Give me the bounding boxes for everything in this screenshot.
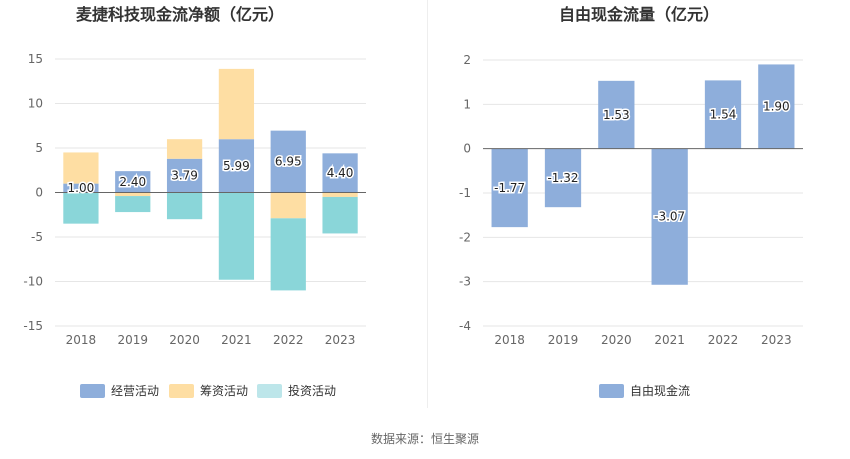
- y-tick-label: -3: [459, 275, 471, 289]
- legend-label: 筹资活动: [200, 384, 248, 398]
- y-tick-label: 2: [463, 53, 471, 67]
- x-tick-label: 2019: [117, 333, 148, 347]
- bar-segment: [115, 196, 151, 213]
- data-source-note: 数据来源：恒生聚源: [370, 432, 479, 446]
- bar-segment: [270, 218, 306, 291]
- x-tick-label: 2021: [221, 333, 252, 347]
- legend-label: 投资活动: [288, 383, 336, 398]
- legend-swatch: [257, 384, 282, 398]
- x-tick-label: 2020: [601, 333, 632, 347]
- bar-segment: [218, 68, 255, 140]
- y-tick-label: -4: [459, 319, 471, 333]
- y-tick-label: 1: [463, 97, 471, 111]
- y-tick-label: -15: [23, 319, 43, 333]
- bar-segment: [270, 192, 306, 219]
- chart-title: 自由现金流量（亿元）: [559, 5, 719, 24]
- x-tick-label: 2022: [273, 333, 304, 347]
- bar-segment: [651, 148, 688, 285]
- legend-swatch: [169, 384, 194, 398]
- data-label: 2.40: [119, 175, 146, 189]
- bar-segment: [115, 192, 151, 197]
- y-tick-label: -10: [23, 275, 43, 289]
- bar-segment: [218, 139, 255, 193]
- bar-segment: [322, 153, 358, 193]
- cash-flow-net-chart: 麦捷科技现金流净额（亿元） 15 10 5 0 -5 -10 -15 2018 2019 2020 2…: [23, 5, 366, 398]
- bar-segment: [218, 192, 255, 280]
- x-tick-label: 2023: [761, 333, 792, 347]
- chart-title: 麦捷科技现金流净额（亿元）: [76, 5, 284, 24]
- data-label: 1.90: [763, 100, 790, 114]
- x-tick-label: 2022: [708, 333, 739, 347]
- data-label: 6.95: [275, 155, 302, 169]
- bar-segment: [491, 148, 528, 228]
- legend-swatch: [599, 384, 624, 398]
- bar-segment: [758, 64, 795, 149]
- y-tick-label: -2: [459, 230, 471, 244]
- x-tick-label: 2018: [66, 333, 97, 347]
- data-label: 3.79: [171, 169, 198, 183]
- bar-segment: [166, 139, 203, 159]
- data-label: -1.32: [547, 171, 578, 185]
- x-tick-label: 2021: [654, 333, 685, 347]
- bar-segment: [63, 192, 99, 224]
- bar-segment: [322, 192, 358, 197]
- y-tick-label: 0: [463, 142, 471, 156]
- chart-divider: [427, 0, 428, 408]
- free-cash-flow-chart: 自由现金流量（亿元） 2 1 0 -1 -2 -3 -4 2018 2019 2020 2021 202…: [459, 5, 803, 398]
- x-tick-label: 2023: [325, 333, 356, 347]
- data-label: -1.77: [494, 181, 525, 195]
- legend-label: 经营活动: [111, 384, 159, 398]
- data-label: 1.54: [710, 108, 737, 122]
- x-tick-label: 2019: [548, 333, 579, 347]
- bar-segment: [270, 130, 306, 193]
- y-tick-label: 0: [35, 186, 43, 200]
- y-tick-label: -1: [459, 186, 471, 200]
- bar-segment: [166, 158, 203, 193]
- y-tick-label: 15: [28, 52, 43, 66]
- data-label: 4.40: [327, 166, 354, 180]
- bar-segment: [166, 192, 203, 220]
- legend-swatch: [80, 384, 105, 398]
- bar-segment: [322, 196, 358, 234]
- data-label: 1.00: [68, 181, 95, 195]
- bar-segment: [63, 152, 99, 184]
- y-tick-label: 5: [35, 141, 43, 155]
- x-tick-label: 2020: [169, 333, 200, 347]
- bar-segment: [704, 80, 742, 149]
- y-tick-label: 10: [28, 97, 43, 111]
- y-tick-label: -5: [31, 230, 43, 244]
- bar-segment: [598, 80, 635, 149]
- legend-label: 自由现金流: [630, 383, 690, 398]
- bar-segment: [544, 148, 582, 208]
- data-label: 1.53: [603, 108, 630, 122]
- data-label: -3.07: [654, 210, 685, 224]
- x-tick-label: 2018: [494, 333, 525, 347]
- bar-segment: [115, 171, 151, 193]
- data-label: 5.99: [223, 159, 250, 173]
- bar-segment: [63, 183, 99, 193]
